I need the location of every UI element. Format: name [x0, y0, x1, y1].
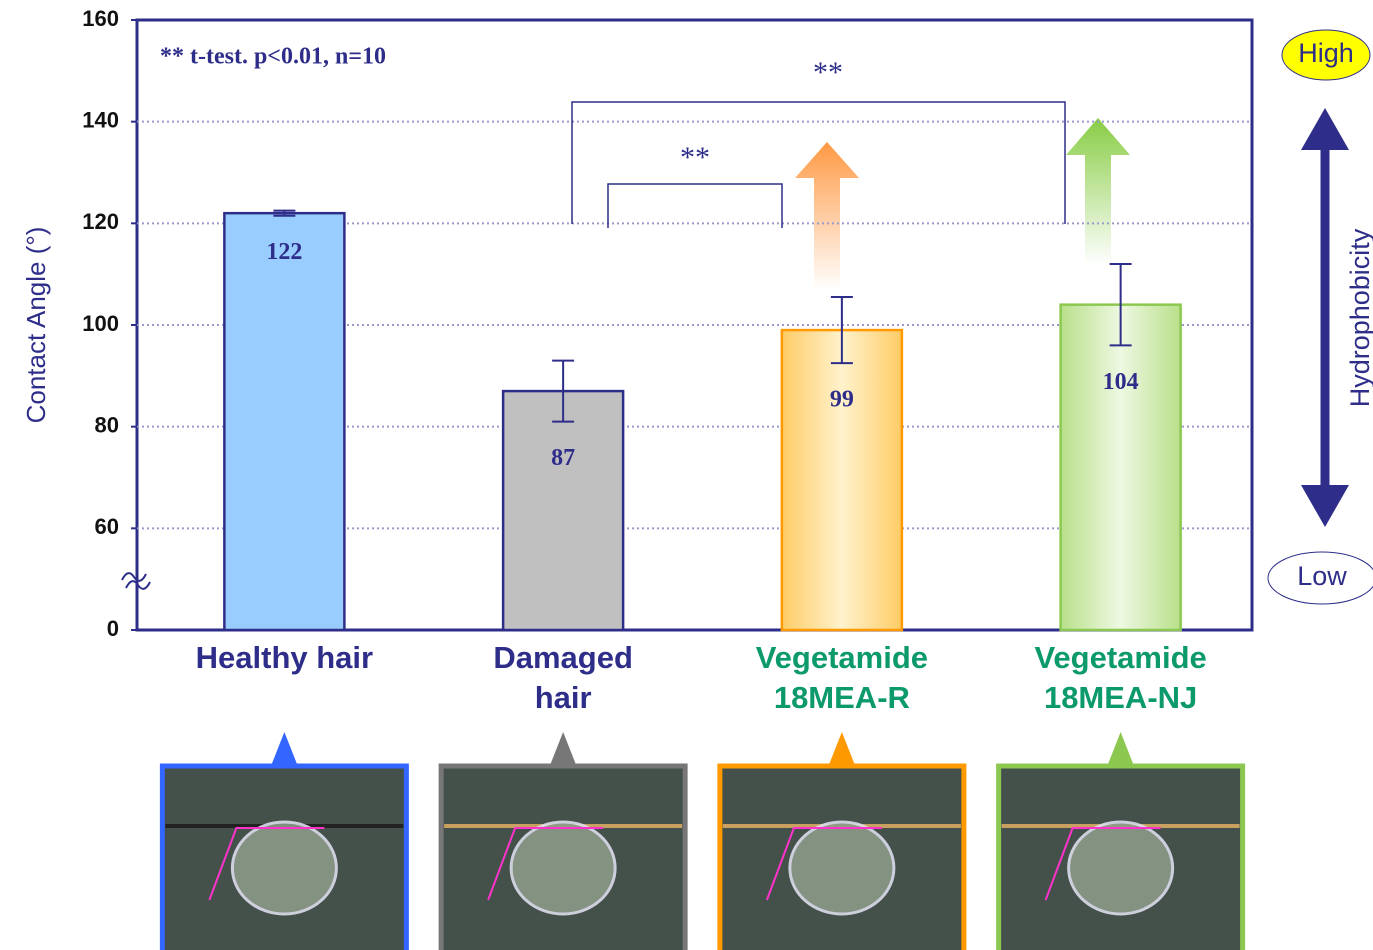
droplet — [1067, 820, 1175, 916]
x-tick-label: Vegetamide 18MEA-R — [755, 640, 929, 715]
pointer — [1107, 732, 1134, 765]
high-label: High — [1298, 38, 1354, 68]
bar — [1059, 303, 1182, 632]
x-tick-label: Damaged hair — [493, 640, 633, 715]
value-label: 122 — [266, 239, 302, 265]
x-tick-label: Healthy hair — [195, 640, 374, 675]
y-axis-label: Contact Angle (°) — [21, 227, 51, 424]
angle-line — [208, 827, 325, 901]
error-bar — [1109, 263, 1132, 347]
high-badge — [1281, 29, 1371, 81]
pointer — [271, 732, 298, 765]
arrow-up — [1066, 118, 1130, 265]
significance-bracket — [571, 101, 1066, 224]
bar — [223, 211, 346, 632]
value-label: 104 — [1103, 369, 1139, 395]
bar — [780, 328, 904, 632]
value-label: 99 — [830, 387, 854, 413]
low-badge — [1267, 551, 1373, 605]
x-tick-label: Vegetamide 18MEA-NJ — [1034, 640, 1207, 715]
angle-line — [1044, 827, 1161, 901]
significance-bracket — [607, 183, 783, 228]
droplet — [509, 820, 617, 916]
droplet — [788, 820, 896, 916]
droplet — [230, 820, 338, 916]
scale-arrow-head — [1301, 108, 1349, 150]
significance-label: ** — [813, 56, 843, 89]
arrow-up — [795, 142, 859, 290]
y-tick-label: 0 — [107, 616, 119, 641]
error-bar — [273, 209, 296, 217]
pointer — [550, 732, 577, 765]
photos — [159, 732, 1246, 950]
y-tick-label: 60 — [95, 514, 119, 539]
scale-title: Hydrophobicity — [1345, 228, 1373, 407]
y-tick-label: 140 — [82, 107, 119, 132]
scale-arrow-head — [1301, 485, 1349, 527]
y-tick-label: 80 — [95, 412, 119, 437]
bar — [501, 389, 625, 632]
angle-line — [765, 827, 882, 901]
angle-line — [487, 827, 604, 901]
value-label: 87 — [551, 445, 575, 471]
y-tick-label: 120 — [82, 209, 119, 234]
significance-label: ** — [680, 141, 710, 174]
pointer — [828, 732, 855, 765]
y-tick-label: 100 — [82, 311, 119, 336]
y-tick-label: 160 — [82, 6, 119, 31]
annotation: ** t-test. p<0.01, n=10 — [160, 44, 386, 70]
low-label: Low — [1297, 561, 1347, 591]
axis-break — [121, 572, 151, 590]
error-bar — [552, 359, 575, 423]
error-bar — [830, 296, 853, 365]
